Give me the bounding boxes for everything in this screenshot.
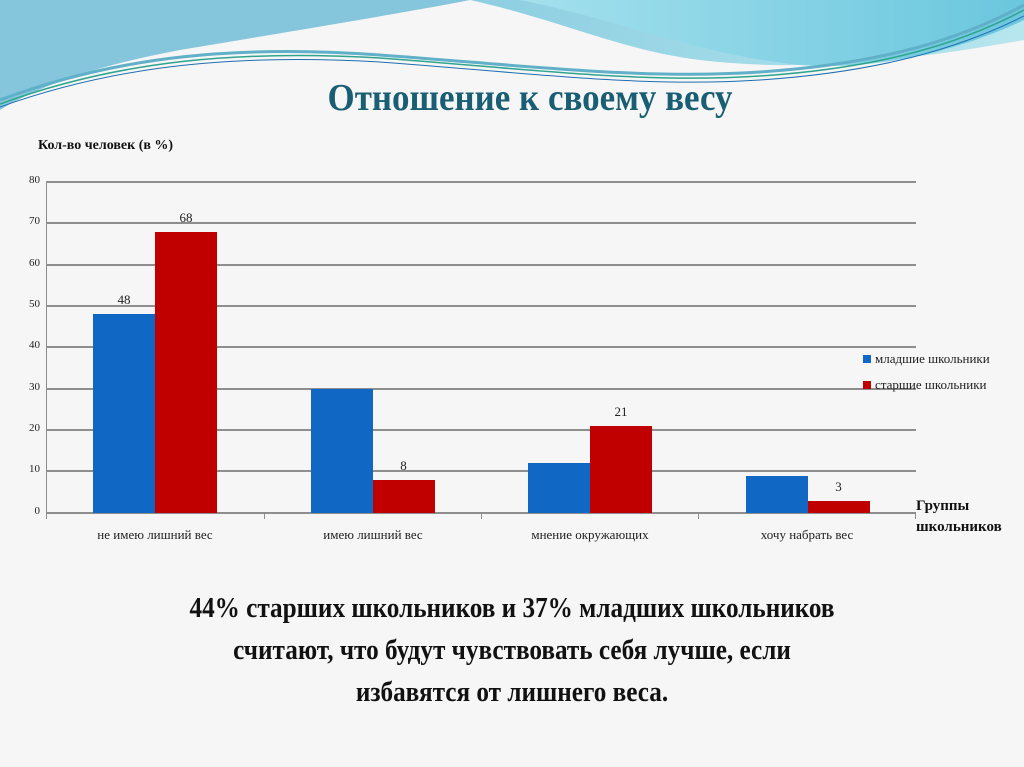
y-tick-label: 30	[29, 381, 40, 393]
y-tick-label: 80	[29, 174, 40, 186]
x-tick-mark	[46, 513, 47, 519]
x-tick-mark	[264, 513, 265, 519]
gridline-30	[46, 388, 916, 390]
y-tick-label: 70	[29, 215, 40, 227]
caption-line: считают, что будут чувствовать себя лучш…	[233, 635, 791, 666]
bar-senior	[372, 479, 435, 513]
y-tick-label: 40	[29, 339, 40, 351]
data-label: 48	[117, 292, 131, 308]
data-label: 21	[614, 404, 628, 420]
legend-item-junior: младшие школьники	[863, 346, 990, 372]
gridline-80	[46, 181, 916, 183]
bar-senior	[590, 426, 652, 513]
y-tick-label: 50	[29, 298, 40, 310]
x-tick-mark	[915, 513, 916, 519]
x-category-label: мнение окружающих	[531, 527, 649, 542]
legend-swatch-red	[863, 381, 871, 389]
bar-junior	[528, 463, 590, 513]
y-axis-line	[46, 182, 47, 515]
data-label: 68	[179, 209, 193, 225]
y-tick-label: 0	[34, 505, 41, 517]
legend-label: старшие школьники	[875, 377, 987, 392]
slide-caption: 44% старших школьников и 37% младших шко…	[0, 588, 1024, 714]
bars-group: 48 68 8 21 3	[46, 182, 916, 513]
bar-senior	[155, 231, 217, 513]
gridline-20	[46, 429, 916, 431]
x-axis-title: Группы школьников	[916, 496, 1024, 538]
y-tick-label: 10	[29, 463, 40, 475]
gridline-10	[46, 470, 916, 472]
slide-title: Отношение к своему весу	[327, 77, 733, 119]
bar-junior	[93, 314, 155, 513]
caption-line: 44% старших школьников и 37% младших шко…	[189, 593, 835, 624]
x-category-label: хочу набрать вес	[760, 527, 854, 542]
bar-senior	[807, 500, 870, 513]
x-category-label: не имею лишний вес	[97, 527, 213, 542]
legend-label: младшие школьники	[875, 351, 990, 366]
legend-item-senior: старшие школьники	[863, 372, 990, 398]
data-label: 8	[400, 457, 407, 473]
gridline-50	[46, 305, 916, 307]
y-tick-label: 60	[29, 257, 40, 269]
y-tick-label: 20	[29, 422, 40, 434]
gridline-40	[46, 346, 916, 348]
x-axis-title-text: Группы школьников	[916, 498, 1002, 535]
bar-junior	[745, 475, 808, 513]
chart-legend: младшие школьники старшие школьники	[863, 346, 990, 398]
x-tick-mark	[481, 513, 482, 519]
x-category-label: имею лишний вес	[323, 527, 423, 542]
caption-line: избавятся от лишнего веса.	[355, 677, 669, 708]
gridline-70	[46, 222, 916, 224]
gridline-60	[46, 264, 916, 266]
y-axis-title: Кол-во человек (в %)	[38, 138, 174, 153]
legend-swatch-blue	[863, 355, 871, 363]
x-tick-mark	[698, 513, 699, 519]
data-label: 3	[835, 478, 842, 494]
decorative-wave-banner	[0, 0, 1024, 140]
bar-chart-plot-area: 80 70 60 50 40 30 20 10 0 48 68 8 21 3 не им…	[29, 174, 916, 542]
bar-junior	[310, 388, 373, 513]
